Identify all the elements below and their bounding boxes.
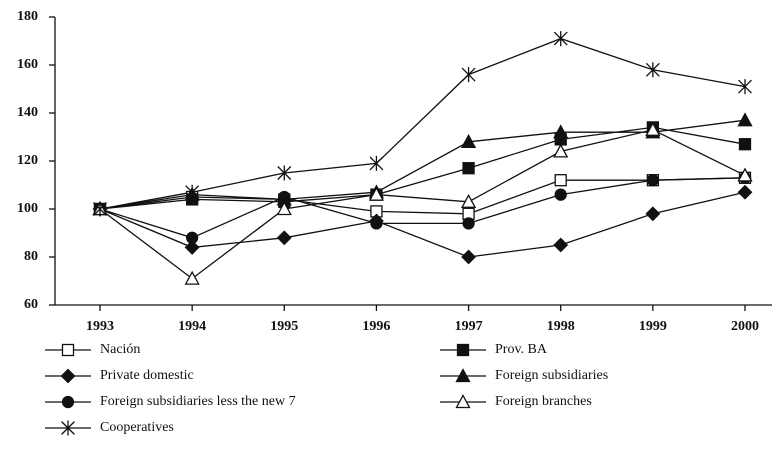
data-point <box>737 167 753 182</box>
legend-marker <box>61 395 75 409</box>
series-line <box>99 119 746 210</box>
legend-label: Foreign subsidiaries <box>495 368 608 383</box>
data-point <box>553 31 568 47</box>
legend-marker <box>456 343 470 357</box>
data-point <box>278 190 291 204</box>
data-point <box>461 249 476 265</box>
legend-marker <box>455 394 471 409</box>
series-line <box>99 191 746 258</box>
legend-label: Nación <box>100 342 140 357</box>
data-point <box>276 201 292 216</box>
data-point <box>738 79 752 95</box>
data-point <box>646 174 660 187</box>
y-tick-label: 100 <box>17 201 38 216</box>
series-line <box>99 177 746 239</box>
data-point <box>370 217 383 230</box>
y-tick-label: 120 <box>17 153 38 168</box>
y-tick-label: 160 <box>17 57 38 72</box>
data-point <box>737 112 753 127</box>
legend-label: Private domestic <box>100 368 194 383</box>
series-line <box>99 129 746 280</box>
data-point <box>185 184 200 200</box>
data-point <box>460 193 477 208</box>
series-line <box>99 37 746 210</box>
data-point <box>460 133 477 148</box>
y-tick-label: 140 <box>17 105 38 120</box>
x-tick-label: 1994 <box>178 319 206 334</box>
data-point <box>184 239 200 255</box>
data-point <box>554 174 567 187</box>
data-point <box>93 201 107 217</box>
data-point <box>737 184 753 200</box>
legend-label: Foreign branches <box>495 394 592 409</box>
x-tick-label: 1997 <box>455 319 483 334</box>
data-point <box>645 121 661 136</box>
legend-label: Cooperatives <box>100 420 174 435</box>
data-point <box>553 124 569 139</box>
legend-marker <box>455 368 471 383</box>
legend-marker <box>60 368 76 384</box>
data-point <box>554 188 567 201</box>
x-tick-label: 1996 <box>362 319 390 334</box>
data-point <box>553 237 569 253</box>
legend-label: Foreign subsidiaries less the new 7 <box>100 394 296 409</box>
data-point <box>461 67 476 83</box>
x-tick-label: 1999 <box>639 319 667 334</box>
data-point <box>277 165 292 181</box>
data-point <box>369 155 384 171</box>
data-point <box>738 138 752 151</box>
y-tick-label: 180 <box>17 9 38 24</box>
legend-marker <box>61 420 75 436</box>
data-point <box>184 270 200 285</box>
data-point <box>368 186 385 201</box>
data-point <box>645 62 660 78</box>
data-point <box>276 230 292 246</box>
series-line <box>99 126 746 210</box>
x-tick-label: 1998 <box>547 319 575 334</box>
y-tick-label: 60 <box>24 297 38 312</box>
data-point <box>553 143 569 158</box>
x-tick-label: 1995 <box>270 319 298 334</box>
x-tick-label: 1993 <box>86 319 114 334</box>
data-point <box>645 206 661 222</box>
data-point <box>462 162 475 175</box>
legend-label: Prov. BA <box>495 342 548 357</box>
y-tick-label: 80 <box>24 249 38 264</box>
legend-marker <box>61 343 75 357</box>
data-point <box>185 231 199 244</box>
x-tick-label: 2000 <box>731 319 759 334</box>
data-point <box>462 217 475 230</box>
series-line <box>99 177 746 215</box>
